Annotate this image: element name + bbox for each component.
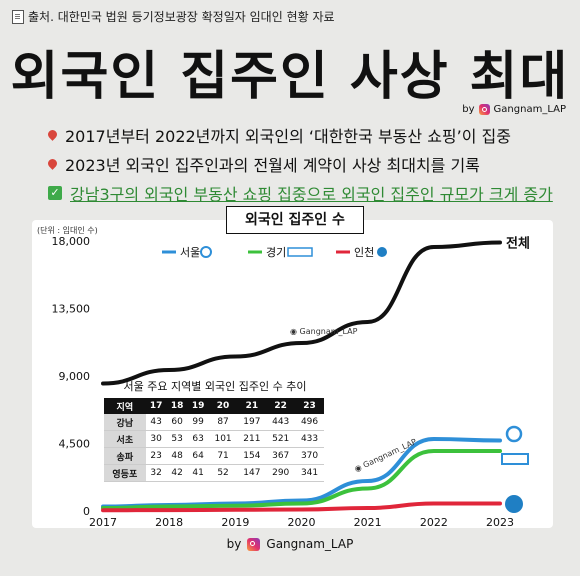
table-value-cell: 211 — [237, 430, 267, 448]
table-header-cell: 23 — [295, 398, 324, 414]
table-title: 서울 주요 지역별 외국인 집주인 수 추이 — [123, 380, 307, 393]
region-table-box: 서울 주요 지역별 외국인 집주인 수 추이 지역 17 18 19 20 21 22 23 … — [100, 378, 330, 482]
byline-handle: Gangnam_LAP — [266, 537, 354, 551]
table-value-cell: 53 — [166, 430, 188, 448]
byline-handle: Gangnam_LAP — [493, 104, 566, 115]
bullet-text: 2023년 외국인 집주인과의 전월세 계약이 사상 최대치를 기록 — [65, 155, 480, 175]
table-value-cell: 71 — [208, 447, 238, 465]
table-region-cell: 영등포 — [104, 464, 146, 482]
bullet-list: 2017년부터 2022년까지 외국인의 ‘대한한국 부동산 쇼핑’이 집중 2… — [46, 120, 553, 207]
table-value-cell: 63 — [187, 430, 209, 448]
table-value-cell: 370 — [295, 447, 324, 465]
table-value-cell: 64 — [187, 447, 209, 465]
table-value-cell: 101 — [208, 430, 238, 448]
seoul-emblem-icon — [505, 425, 523, 443]
bullet-item-highlight: ✓ 강남3구의 외국인 부동산 쇼핑 집중으로 외국인 집주인 규모가 크게 증… — [48, 178, 553, 207]
x-tick-label: 2022 — [420, 516, 448, 529]
table-value-cell: 99 — [187, 414, 209, 431]
y-tick-label: 9,000 — [59, 370, 91, 383]
table-value-cell: 87 — [208, 414, 238, 431]
table-value-cell: 32 — [145, 464, 167, 482]
table-row: 서초 30 53 63 101 211 521 433 — [104, 430, 324, 448]
region-table: 지역 17 18 19 20 21 22 23 강남 43 60 99 87 197 443 496 서초 30… — [104, 398, 324, 482]
instagram-icon — [247, 537, 261, 551]
table-value-cell: 433 — [295, 430, 324, 448]
x-tick-label: 2017 — [89, 516, 117, 529]
table-header-cell: 20 — [208, 398, 238, 414]
table-value-cell: 341 — [295, 464, 324, 482]
seoul-emblem-icon — [200, 246, 212, 258]
table-header-cell: 19 — [187, 398, 209, 414]
byline-top: by Gangnam_LAP — [462, 104, 566, 115]
table-header-cell: 17 — [145, 398, 167, 414]
gyeonggi-emblem-icon — [501, 453, 529, 465]
table-value-cell: 496 — [295, 414, 324, 431]
unit-label: (단위 : 임대인 수) — [37, 225, 98, 235]
headline: 외국인 집주인 사상 최대 — [10, 47, 570, 107]
table-value-cell: 154 — [237, 447, 267, 465]
table-value-cell: 60 — [166, 414, 188, 431]
chart-watermark: ◉ Gangnam_LAP — [290, 327, 358, 336]
y-tick-label: 0 — [83, 505, 90, 518]
series-end-label: 전체 — [506, 236, 530, 252]
bullet-item: 2023년 외국인 집주인과의 전월세 계약이 사상 최대치를 기록 — [46, 149, 553, 178]
table-header-cell: 18 — [166, 398, 188, 414]
x-tick-label: 2020 — [288, 516, 316, 529]
table-header-cell: 21 — [237, 398, 267, 414]
legend-label: 경기 — [266, 246, 286, 259]
x-tick-label: 2023 — [486, 516, 514, 529]
table-header-cell: 22 — [266, 398, 296, 414]
table-value-cell: 42 — [166, 464, 188, 482]
byline-bottom: by Gangnam_LAP — [0, 537, 580, 551]
source-note: 출처. 대한민국 법원 등기정보광장 확정일자 임대인 현황 자료 — [12, 8, 335, 25]
table-value-cell: 197 — [237, 414, 267, 431]
chart-watermark: ◉ Gangnam_LAP — [353, 437, 418, 474]
table-value-cell: 147 — [237, 464, 267, 482]
bullet-text: 2017년부터 2022년까지 외국인의 ‘대한한국 부동산 쇼핑’이 집중 — [65, 126, 511, 146]
instagram-icon — [478, 104, 490, 115]
series-line-gyeonggi — [101, 448, 502, 510]
table-value-cell: 23 — [145, 447, 167, 465]
legend-label: 서울 — [180, 246, 200, 259]
table-header-row: 지역 17 18 19 20 21 22 23 — [104, 398, 324, 414]
incheon-emblem-icon — [505, 495, 523, 513]
table-region-cell: 강남 — [104, 414, 146, 431]
byline-prefix: by — [226, 537, 242, 551]
table-row: 송파 23 48 64 71 154 367 370 — [104, 447, 324, 465]
x-tick-label: 2018 — [155, 516, 183, 529]
table-value-cell: 30 — [145, 430, 167, 448]
table-value-cell: 521 — [266, 430, 296, 448]
bullet-item: 2017년부터 2022년까지 외국인의 ‘대한한국 부동산 쇼핑’이 집중 — [46, 120, 553, 149]
x-tick-label: 2019 — [221, 516, 249, 529]
source-text: 출처. 대한민국 법원 등기정보광장 확정일자 임대인 현황 자료 — [28, 10, 335, 24]
check-icon: ✓ — [48, 185, 62, 200]
table-region-cell: 서초 — [104, 430, 146, 448]
document-icon — [12, 9, 24, 24]
x-tick-label: 2021 — [354, 516, 382, 529]
table-row: 영등포 32 42 41 52 147 290 341 — [104, 464, 324, 482]
table-header-cell: 지역 — [104, 398, 146, 414]
table-value-cell: 367 — [266, 447, 296, 465]
bullet-text: 강남3구의 외국인 부동산 쇼핑 집중으로 외국인 집주인 규모가 크게 증가 — [70, 184, 553, 204]
table-region-cell: 송파 — [104, 447, 146, 465]
table-value-cell: 290 — [266, 464, 296, 482]
chart-title: 외국인 집주인 수 — [226, 206, 364, 234]
legend-label: 인천 — [354, 245, 374, 259]
table-value-cell: 41 — [187, 464, 209, 482]
gyeonggi-emblem-icon — [287, 247, 313, 257]
y-tick-label: 13,500 — [52, 303, 91, 316]
table-value-cell: 48 — [166, 447, 188, 465]
table-value-cell: 443 — [266, 414, 296, 431]
incheon-emblem-icon — [377, 247, 387, 257]
y-tick-label: 18,000 — [52, 235, 91, 248]
table-row: 강남 43 60 99 87 197 443 496 — [104, 414, 324, 431]
byline-prefix: by — [462, 104, 475, 115]
table-body: 강남 43 60 99 87 197 443 496 서초 30 53 63 101 211 521 433 송… — [104, 414, 324, 482]
table-value-cell: 43 — [145, 414, 167, 431]
series-line-total — [101, 240, 502, 386]
y-tick-label: 4,500 — [59, 438, 91, 451]
table-value-cell: 52 — [208, 464, 238, 482]
